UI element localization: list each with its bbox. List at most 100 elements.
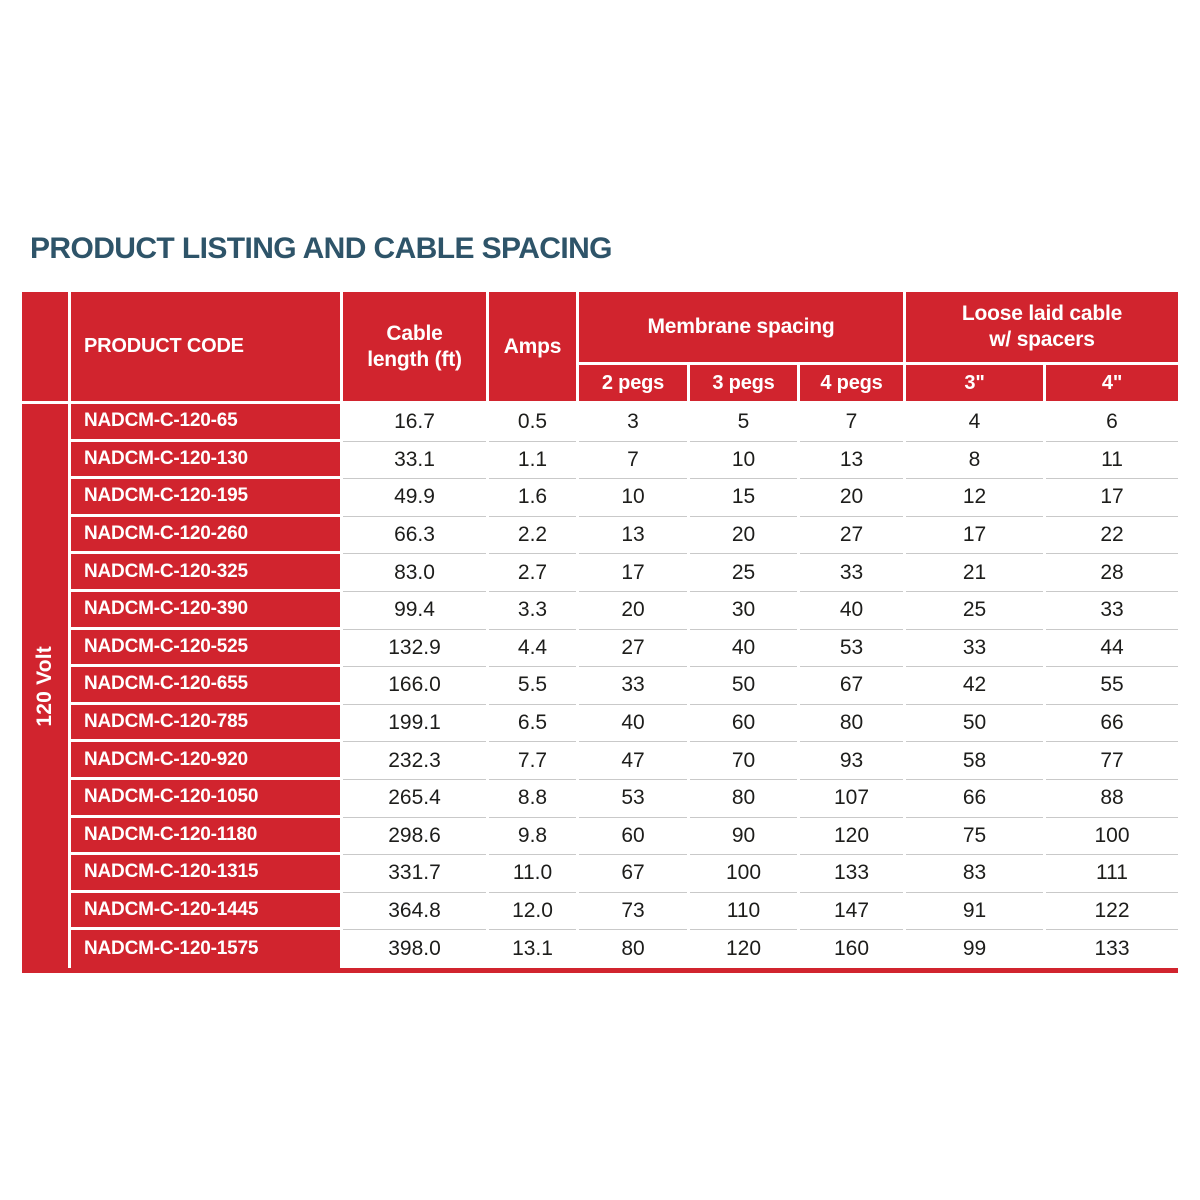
value-cell-pegs_3: 100	[690, 855, 797, 893]
product-code-cell: NADCM-C-120-1315	[71, 855, 340, 893]
product-code-cell: NADCM-C-120-390	[71, 591, 340, 630]
value-cell-pegs_2: 13	[579, 516, 687, 555]
value-cell-pegs_4: 93	[800, 742, 903, 780]
value-cell-spacers_3in: 75	[906, 817, 1043, 856]
product-code-cell: NADCM-C-120-920	[71, 742, 340, 780]
value-cell-amps: 1.6	[489, 479, 576, 517]
value-cell-pegs_3: 20	[690, 516, 797, 555]
product-code-cell: NADCM-C-120-1180	[71, 817, 340, 856]
value-cell-amps: 6.5	[489, 704, 576, 743]
value-cell-pegs_2: 40	[579, 704, 687, 743]
value-cell-spacers_3in: 12	[906, 479, 1043, 517]
value-cell-pegs_2: 67	[579, 855, 687, 893]
value-cell-cable_length: 331.7	[343, 855, 486, 893]
header-3-pegs: 3 pegs	[690, 365, 797, 401]
value-cell-spacers_4in: 100	[1046, 817, 1178, 856]
header-corner-cell	[22, 292, 68, 401]
value-cell-pegs_4: 33	[800, 554, 903, 592]
value-cell-spacers_3in: 50	[906, 704, 1043, 743]
value-cell-pegs_4: 160	[800, 930, 903, 968]
value-cell-cable_length: 232.3	[343, 742, 486, 780]
value-cell-spacers_3in: 4	[906, 404, 1043, 442]
header-amps: Amps	[489, 292, 576, 401]
header-2-pegs: 2 pegs	[579, 365, 687, 401]
value-cell-spacers_3in: 99	[906, 930, 1043, 968]
value-cell-pegs_4: 67	[800, 667, 903, 705]
value-cell-cable_length: 199.1	[343, 704, 486, 743]
value-cell-spacers_3in: 21	[906, 554, 1043, 592]
value-cell-pegs_2: 7	[579, 441, 687, 480]
value-cell-pegs_2: 60	[579, 817, 687, 856]
header-loose-laid-cable: Loose laid cable w/ spacers	[906, 292, 1178, 362]
value-cell-pegs_3: 60	[690, 704, 797, 743]
header-3-inch: 3"	[906, 365, 1043, 401]
value-cell-pegs_3: 110	[690, 892, 797, 931]
value-cell-spacers_4in: 55	[1046, 667, 1178, 705]
value-cell-cable_length: 166.0	[343, 667, 486, 705]
value-cell-pegs_3: 50	[690, 667, 797, 705]
value-cell-spacers_3in: 58	[906, 742, 1043, 780]
value-cell-amps: 8.8	[489, 779, 576, 818]
page-title: PRODUCT LISTING AND CABLE SPACING	[30, 232, 612, 265]
product-code-cell: NADCM-C-120-65	[71, 404, 340, 442]
value-cell-spacers_4in: 11	[1046, 441, 1178, 480]
value-cell-pegs_2: 53	[579, 779, 687, 818]
value-cell-pegs_4: 107	[800, 779, 903, 818]
value-cell-pegs_4: 53	[800, 629, 903, 668]
product-code-cell: NADCM-C-120-525	[71, 629, 340, 668]
table-body: 120 Volt NADCM-C-120-65 16.7 0.5 3 5 7 4 6 NADCM…	[22, 404, 1178, 968]
value-cell-cable_length: 66.3	[343, 516, 486, 555]
value-cell-pegs_2: 20	[579, 591, 687, 630]
value-cell-pegs_4: 40	[800, 591, 903, 630]
value-cell-pegs_2: 33	[579, 667, 687, 705]
value-cell-pegs_3: 90	[690, 817, 797, 856]
product-code-cell: NADCM-C-120-1575	[71, 930, 340, 968]
value-cell-pegs_3: 15	[690, 479, 797, 517]
value-cell-cable_length: 265.4	[343, 779, 486, 818]
value-cell-pegs_3: 30	[690, 591, 797, 630]
table-header: PRODUCT CODE Cable length (ft) Amps Memb…	[22, 292, 1178, 401]
product-table: PRODUCT CODE Cable length (ft) Amps Memb…	[22, 292, 1178, 973]
product-code-cell: NADCM-C-120-260	[71, 516, 340, 555]
value-cell-pegs_4: 27	[800, 516, 903, 555]
value-cell-spacers_4in: 77	[1046, 742, 1178, 780]
value-cell-spacers_3in: 91	[906, 892, 1043, 931]
value-cell-pegs_2: 17	[579, 554, 687, 592]
product-code-cell: NADCM-C-120-1445	[71, 892, 340, 931]
header-4-pegs: 4 pegs	[800, 365, 903, 401]
product-code-cell: NADCM-C-120-195	[71, 479, 340, 517]
value-cell-pegs_2: 27	[579, 629, 687, 668]
voltage-group-label: 120 Volt	[33, 645, 56, 727]
value-cell-spacers_4in: 66	[1046, 704, 1178, 743]
value-cell-cable_length: 398.0	[343, 930, 486, 968]
value-cell-pegs_3: 25	[690, 554, 797, 592]
header-loose-laid-label: Loose laid cable w/ spacers	[961, 302, 1123, 351]
value-cell-pegs_3: 70	[690, 742, 797, 780]
header-4-inch: 4"	[1046, 365, 1178, 401]
value-cell-amps: 9.8	[489, 817, 576, 856]
value-cell-spacers_4in: 6	[1046, 404, 1178, 442]
value-cell-pegs_3: 10	[690, 441, 797, 480]
value-cell-cable_length: 99.4	[343, 591, 486, 630]
voltage-group-cell: 120 Volt	[22, 404, 68, 968]
value-cell-amps: 3.3	[489, 591, 576, 630]
value-cell-pegs_4: 7	[800, 404, 903, 442]
value-cell-cable_length: 298.6	[343, 817, 486, 856]
product-code-cell: NADCM-C-120-1050	[71, 779, 340, 818]
value-cell-spacers_4in: 28	[1046, 554, 1178, 592]
value-cell-amps: 4.4	[489, 629, 576, 668]
value-cell-spacers_4in: 44	[1046, 629, 1178, 668]
header-cable-length-label: Cable length (ft)	[367, 321, 462, 371]
value-cell-pegs_3: 40	[690, 629, 797, 668]
value-cell-cable_length: 16.7	[343, 404, 486, 442]
value-cell-pegs_4: 13	[800, 441, 903, 480]
value-cell-spacers_3in: 66	[906, 779, 1043, 818]
value-cell-cable_length: 49.9	[343, 479, 486, 517]
value-cell-spacers_3in: 8	[906, 441, 1043, 480]
value-cell-amps: 7.7	[489, 742, 576, 780]
product-code-cell: NADCM-C-120-785	[71, 704, 340, 743]
value-cell-pegs_4: 133	[800, 855, 903, 893]
value-cell-pegs_4: 80	[800, 704, 903, 743]
value-cell-pegs_4: 147	[800, 892, 903, 931]
